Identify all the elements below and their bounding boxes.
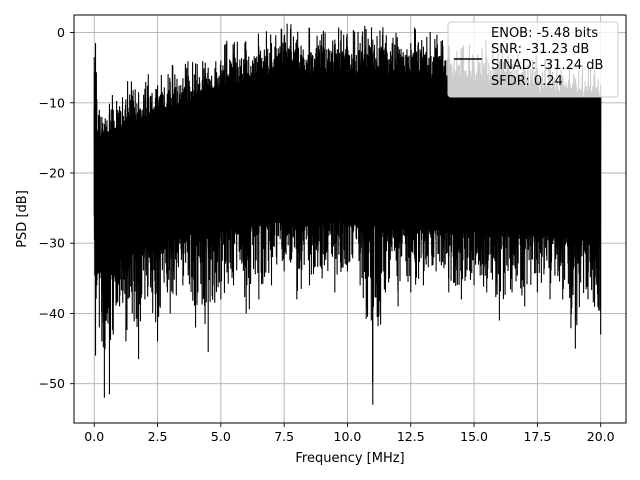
- legend-label-line: SFDR: 0.24: [491, 74, 563, 89]
- legend-box: [447, 21, 619, 98]
- x-tick-label: 12.5: [397, 429, 425, 444]
- y-axis-label: PSD [dB]: [15, 190, 30, 248]
- y-tick-label: 0: [57, 25, 65, 40]
- y-tick-label: −20: [39, 166, 65, 181]
- x-tick-label: 7.5: [274, 429, 294, 444]
- y-tick-label: −10: [39, 95, 65, 110]
- ticks: 0.0 2.5 5.0 7.5 10.0 12.5 15.0 17.5 20.0 0 −10 −20 −…: [39, 25, 615, 444]
- y-tick-label: −30: [39, 236, 65, 251]
- x-tick-label: 17.5: [523, 429, 551, 444]
- legend-label-line: ENOB: -5.48 bits: [491, 26, 598, 41]
- y-tick-label: −50: [39, 376, 65, 391]
- x-tick-label: 2.5: [148, 429, 168, 444]
- y-tick-label: −40: [39, 306, 65, 321]
- x-tick-label: 5.0: [211, 429, 231, 444]
- x-tick-label: 10.0: [334, 429, 362, 444]
- legend-label-line: SINAD: -31.24 dB: [491, 58, 603, 73]
- x-tick-label: 20.0: [587, 429, 615, 444]
- legend-label-line: SNR: -31.23 dB: [491, 42, 589, 57]
- x-tick-label: 0.0: [84, 429, 104, 444]
- x-axis-label: Frequency [MHz]: [295, 451, 404, 466]
- x-tick-label: 15.0: [460, 429, 488, 444]
- plot-area: [93, 23, 602, 405]
- axes-frame: [73, 14, 627, 424]
